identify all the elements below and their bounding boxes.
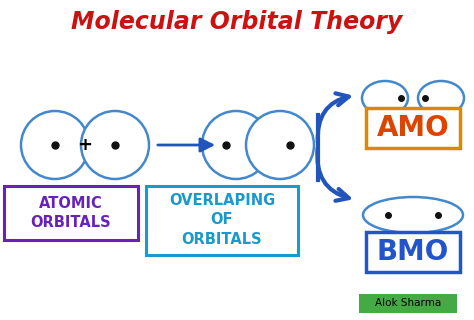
FancyBboxPatch shape bbox=[4, 186, 138, 240]
Ellipse shape bbox=[418, 81, 464, 115]
Ellipse shape bbox=[81, 111, 149, 179]
FancyBboxPatch shape bbox=[366, 108, 460, 148]
Text: +: + bbox=[78, 136, 92, 154]
FancyBboxPatch shape bbox=[359, 294, 457, 313]
Ellipse shape bbox=[246, 111, 314, 179]
FancyBboxPatch shape bbox=[366, 232, 460, 272]
Text: Molecular Orbital Theory: Molecular Orbital Theory bbox=[71, 10, 403, 34]
Ellipse shape bbox=[362, 81, 408, 115]
Text: BMO: BMO bbox=[377, 238, 449, 266]
Text: ATOMIC
ORBITALS: ATOMIC ORBITALS bbox=[31, 196, 111, 230]
Ellipse shape bbox=[363, 197, 463, 233]
FancyBboxPatch shape bbox=[146, 186, 298, 255]
Text: AMO: AMO bbox=[377, 114, 449, 142]
Text: Alok Sharma: Alok Sharma bbox=[375, 298, 441, 308]
Ellipse shape bbox=[202, 111, 270, 179]
Ellipse shape bbox=[21, 111, 89, 179]
Text: OVERLAPING
OF
ORBITALS: OVERLAPING OF ORBITALS bbox=[169, 193, 275, 247]
